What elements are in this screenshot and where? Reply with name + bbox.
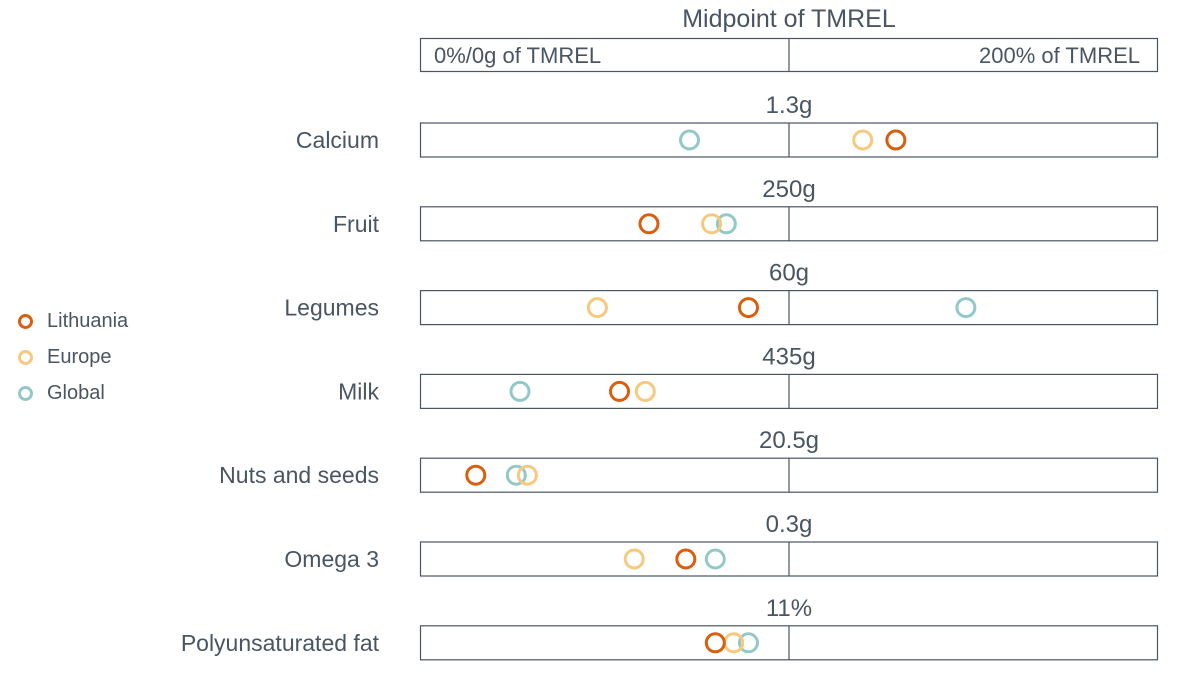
point-lithuania-fruit [638, 213, 660, 235]
point-europe-calcium [852, 129, 874, 151]
point-lithuania-milk [608, 380, 630, 402]
point-lithuania-legumes [737, 297, 759, 319]
point-europe-milk [634, 380, 656, 402]
category-label-omega-3: Omega 3 [284, 546, 379, 572]
point-global-omega-3 [704, 548, 726, 570]
category-label-legumes: Legumes [284, 295, 379, 321]
point-global-calcium [679, 129, 701, 151]
category-label-nuts-and-seeds: Nuts and seeds [219, 462, 379, 488]
category-label-polyunsaturated-fat: Polyunsaturated fat [181, 630, 380, 656]
midpoint-label-calcium: 1.3g [766, 92, 813, 119]
midpoint-label-fruit: 250g [762, 176, 815, 203]
point-global-nuts-and-seeds [505, 464, 527, 486]
midpoint-label-nuts-and-seeds: 20.5g [759, 427, 819, 454]
point-lithuania-omega-3 [675, 548, 697, 570]
legend-item-lithuania: Lithuania [18, 303, 128, 339]
category-label-milk: Milk [338, 378, 379, 404]
rows: 1.3g Calcium 250g Fruit 60g Legumes 435g Milk 20… [181, 92, 1159, 661]
legend-label-lithuania: Lithuania [47, 309, 129, 332]
chart-title: Midpoint of TMREL [682, 5, 896, 33]
legend: Lithuania Europe Global [18, 303, 128, 411]
point-global-polyunsaturated-fat [737, 632, 759, 654]
legend-label-global: Global [47, 381, 105, 404]
point-europe-legumes [586, 297, 608, 319]
point-global-milk [509, 380, 531, 402]
legend-label-europe: Europe [47, 345, 112, 368]
midpoint-label-omega-3: 0.3g [766, 511, 813, 538]
point-europe-nuts-and-seeds [516, 464, 538, 486]
midpoint-label-polyunsaturated-fat: 11% [766, 595, 812, 622]
legend-item-europe: Europe [18, 339, 128, 375]
header-right-label: 200% of TMREL [979, 43, 1140, 68]
legend-marker-global [18, 385, 33, 401]
point-global-legumes [955, 297, 977, 319]
point-global-fruit [715, 213, 737, 235]
midpoint-label-legumes: 60g [769, 260, 809, 287]
point-europe-omega-3 [623, 548, 645, 570]
legend-marker-europe [18, 349, 33, 365]
header-left-label: 0%/0g of TMREL [434, 43, 601, 68]
point-lithuania-polyunsaturated-fat [704, 632, 726, 654]
legend-item-global: Global [18, 375, 128, 411]
point-lithuania-nuts-and-seeds [465, 464, 487, 486]
point-europe-fruit [701, 213, 723, 235]
legend-marker-lithuania [18, 313, 33, 329]
category-label-fruit: Fruit [333, 211, 380, 237]
midpoint-label-milk: 435g [762, 343, 815, 370]
point-lithuania-calcium [885, 129, 907, 151]
category-label-calcium: Calcium [296, 127, 379, 153]
